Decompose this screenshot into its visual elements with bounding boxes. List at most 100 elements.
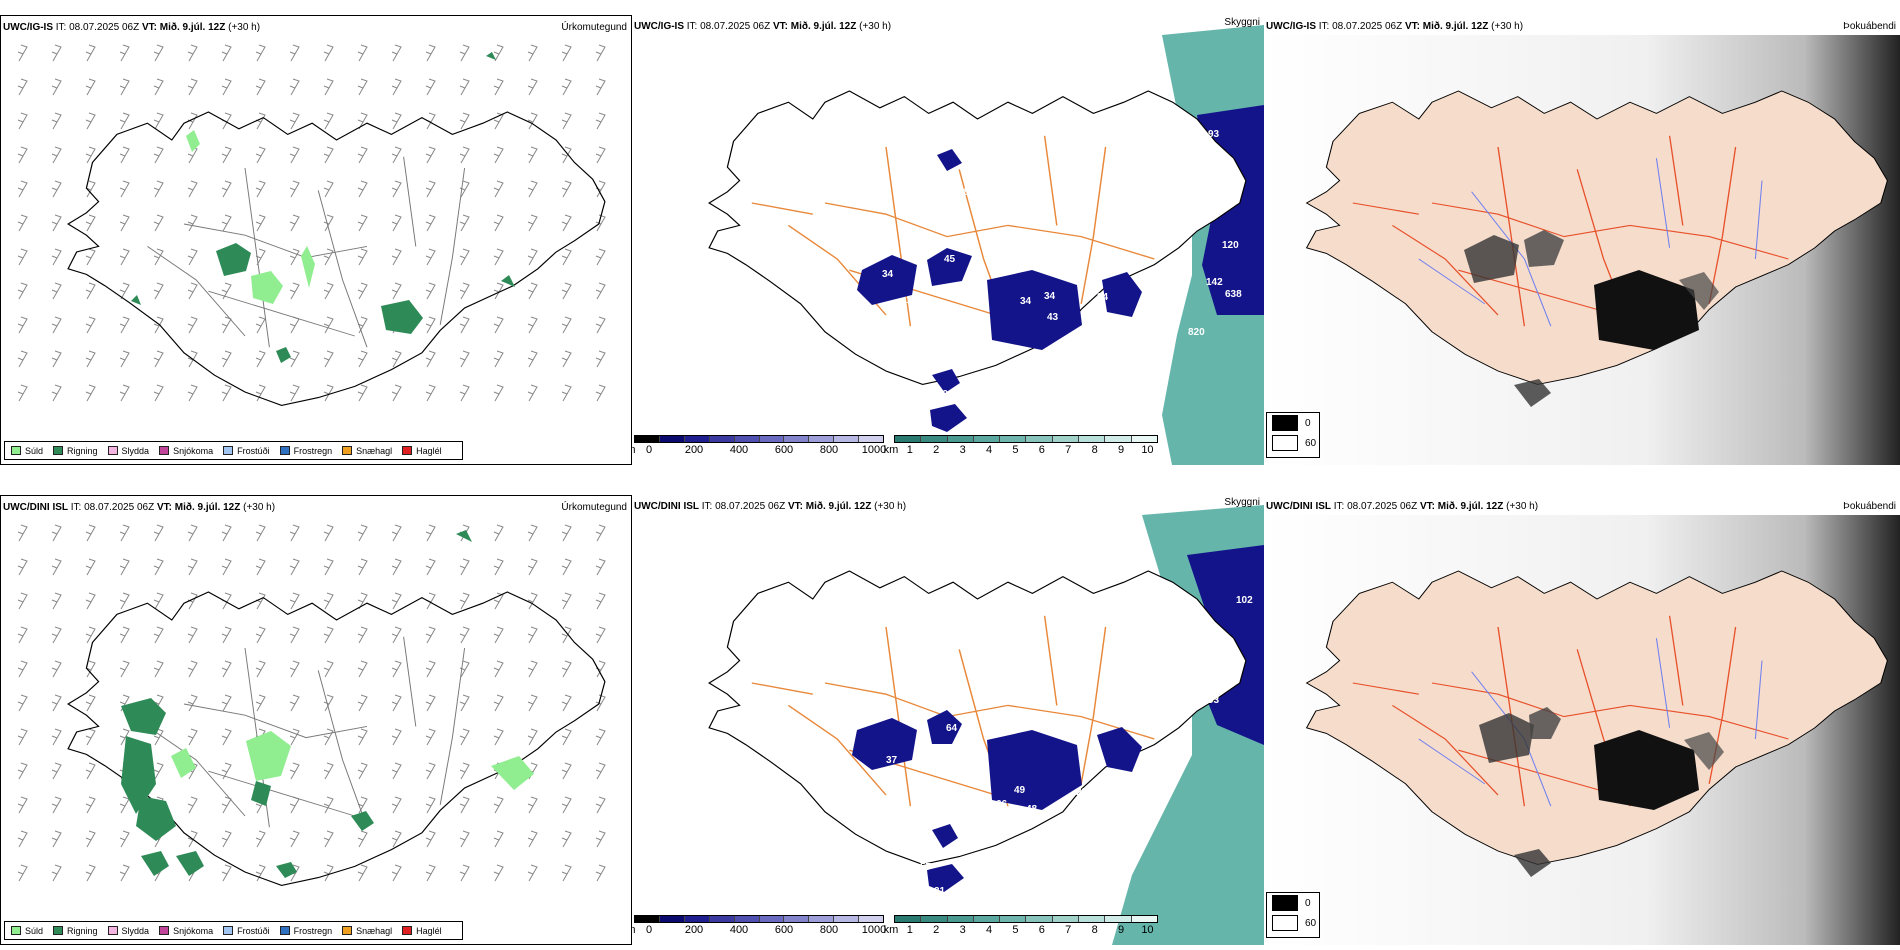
ceiling-areas bbox=[857, 149, 1142, 432]
fog-panel-bottom: UWC/DINI ISL IT: 08.07.2025 06Z VT: Mið.… bbox=[1264, 495, 1900, 945]
visibility-tick: 3 bbox=[959, 444, 966, 456]
fog-panel-top: UWC/IG-IS IT: 08.07.2025 06Z VT: Mið. 9.… bbox=[1264, 15, 1900, 465]
legend-item: Súld bbox=[11, 926, 43, 936]
visibility-tick: 4 bbox=[985, 444, 993, 456]
legend-swatch bbox=[342, 926, 353, 935]
ceiling-value-label: 50 bbox=[924, 363, 936, 374]
legend-label: Rigning bbox=[67, 445, 98, 456]
ceiling-tick: 600 bbox=[774, 924, 794, 936]
panel-title: Skyggni bbox=[1224, 17, 1260, 28]
panel-title: Skyggni bbox=[1224, 497, 1260, 508]
legend-item: Snæhagl bbox=[342, 926, 392, 936]
ceiling-value-label: 110 bbox=[906, 295, 923, 306]
ceiling-value-label: 18 bbox=[958, 187, 970, 198]
ceiling-cell bbox=[659, 916, 685, 922]
fog-legend-top: 0 60 bbox=[1266, 412, 1320, 458]
ceiling-value-label: 37 bbox=[1022, 821, 1034, 832]
ceiling-value-label: 68 bbox=[914, 842, 926, 853]
visibility-tick: 1 bbox=[906, 444, 913, 456]
ceiling-cell bbox=[734, 436, 760, 442]
legend-label: Haglél bbox=[416, 925, 442, 936]
visibility-cell bbox=[1105, 916, 1132, 922]
legend-item: Slydda bbox=[107, 926, 149, 936]
visibility-cell bbox=[947, 436, 974, 442]
visibility-cell bbox=[1052, 916, 1080, 922]
visibility-tick: 9 bbox=[1117, 924, 1125, 936]
ceiling-colorbar: m0 200 400 600 800 1000 bbox=[632, 915, 886, 936]
legend-item: Frostúði bbox=[223, 446, 270, 456]
legend-swatch bbox=[402, 926, 413, 935]
panel-title: Úrkomutegund bbox=[561, 502, 627, 513]
ptype-panel-top: UWC/IG-IS IT: 08.07.2025 06Z VT: Mið. 9.… bbox=[0, 15, 632, 465]
legend-item: Frostúði bbox=[223, 926, 270, 936]
ceiling-cell bbox=[859, 436, 884, 442]
visibility-cell bbox=[1052, 436, 1080, 442]
ceiling-value-label: 66 bbox=[996, 799, 1008, 810]
visibility-tick: 3 bbox=[959, 924, 966, 936]
legend-swatch bbox=[11, 926, 21, 935]
visibility-cell bbox=[1026, 916, 1053, 922]
visibility-tick: 1 bbox=[906, 924, 913, 936]
ceiling-colorbar: m0 200 400 600 800 1000 bbox=[632, 435, 887, 456]
legend-item: Rigning bbox=[53, 446, 98, 456]
visibility-tick: 8 bbox=[1091, 924, 1098, 936]
legend-label: Snjókoma bbox=[173, 445, 214, 456]
visibility-cell bbox=[947, 916, 974, 922]
visibility-tick: 4 bbox=[985, 924, 993, 936]
ceiling-value-label: 142 bbox=[1206, 277, 1223, 288]
visibility-cell bbox=[921, 916, 948, 922]
ceiling-value-label: 120 bbox=[1222, 240, 1239, 251]
visibility-tick: 5 bbox=[1012, 924, 1019, 936]
ceiling-value-label: 93 bbox=[1208, 129, 1220, 140]
legend-item: Frostregn bbox=[279, 445, 333, 456]
ceiling-value-label: 49 bbox=[1014, 785, 1026, 796]
fog-areas bbox=[1479, 707, 1724, 877]
legend-swatch bbox=[11, 446, 21, 455]
visibility-cell bbox=[1131, 916, 1157, 922]
ceiling-cell bbox=[659, 436, 685, 442]
visibility-tick: 7 bbox=[1065, 444, 1072, 456]
legend-label: Frostúði bbox=[237, 445, 270, 456]
ceiling-value-label: 89 bbox=[1202, 158, 1214, 169]
visibility-cell bbox=[973, 436, 1001, 442]
ceiling-cell bbox=[709, 916, 735, 922]
ceiling-unit: m bbox=[632, 444, 636, 456]
visibility-cell bbox=[895, 916, 922, 922]
ceiling-value-label: 31 bbox=[934, 886, 946, 897]
ceiling-value-label: 93 bbox=[1208, 695, 1220, 706]
legend-item: Snjókoma bbox=[159, 446, 213, 456]
iceland-map bbox=[17, 524, 606, 887]
legend-label: Haglél bbox=[416, 445, 442, 456]
ceiling-cell bbox=[734, 916, 760, 922]
visibility-tick: 6 bbox=[1038, 924, 1045, 936]
legend-item: Haglél bbox=[402, 926, 442, 936]
ceiling-value-label: 34 bbox=[1020, 296, 1032, 307]
clouds-panel-top: UWC/IG-IS IT: 08.07.2025 06Z VT: Mið. 9.… bbox=[632, 15, 1264, 465]
ceiling-value-label: 32 bbox=[1112, 257, 1124, 268]
ceiling-areas bbox=[852, 710, 1142, 892]
ceiling-cell bbox=[635, 436, 660, 442]
ceiling-value-label: 45 bbox=[944, 254, 956, 265]
ceiling-value-label: 48 bbox=[1026, 804, 1038, 815]
visibility-tick: 10 bbox=[1141, 444, 1154, 456]
legend-swatch bbox=[342, 446, 353, 455]
ceiling-cell bbox=[809, 436, 835, 442]
panel-header: UWC/IG-IS IT: 08.07.2025 06Z VT: Mið. 9.… bbox=[1266, 21, 1524, 32]
legend-label: Frostregn bbox=[293, 925, 333, 936]
ceiling-value-label: 820 bbox=[1188, 327, 1205, 338]
legend-label: Frostúði bbox=[237, 925, 270, 936]
legend-label: Frostregn bbox=[293, 445, 333, 456]
visibility-cell bbox=[895, 436, 922, 442]
ceiling-tick: 200 bbox=[684, 444, 704, 456]
ceiling-cell bbox=[684, 916, 710, 922]
ceiling-tick: 1000 bbox=[861, 444, 887, 456]
ptype-panel-bottom: UWC/DINI ISL IT: 08.07.2025 06Z VT: Mið.… bbox=[0, 495, 632, 945]
visibility-cell bbox=[1105, 436, 1132, 442]
ceiling-value-label: 41 bbox=[1116, 771, 1128, 782]
ceiling-value-label: 29 bbox=[937, 389, 949, 400]
visibility-tick: 7 bbox=[1065, 924, 1072, 936]
legend-swatch bbox=[53, 926, 64, 935]
visibility-tick: 2 bbox=[933, 924, 940, 936]
